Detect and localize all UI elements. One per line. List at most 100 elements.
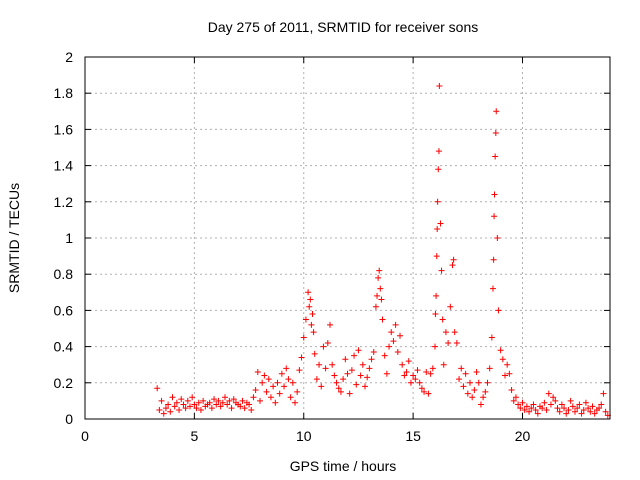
data-point-marker <box>302 316 309 323</box>
data-point-marker <box>374 292 381 299</box>
data-point-marker <box>169 394 176 401</box>
data-point-marker <box>165 401 172 408</box>
x-tick-label: 5 <box>190 428 198 444</box>
data-point-marker <box>208 405 215 412</box>
data-point-marker <box>187 403 193 410</box>
data-point-marker <box>289 379 296 386</box>
data-point-marker <box>508 387 515 394</box>
data-point-marker <box>585 405 592 412</box>
x-tick-label: 20 <box>515 428 531 444</box>
data-point-marker <box>222 394 228 401</box>
data-point-marker <box>171 403 178 410</box>
data-point-marker <box>399 361 406 368</box>
data-point-marker <box>376 267 383 274</box>
data-point-marker <box>418 385 425 392</box>
data-point-marker <box>433 253 440 260</box>
data-point-marker <box>596 405 603 412</box>
data-point-marker <box>410 372 417 379</box>
data-point-marker <box>342 356 349 363</box>
data-point-marker <box>189 394 196 401</box>
data-point-marker <box>494 235 501 241</box>
data-point-marker <box>211 396 218 403</box>
chart-title: Day 275 of 2011, SRMTID for receiver son… <box>208 19 479 35</box>
data-point-marker <box>327 321 333 328</box>
data-point-marker <box>499 356 506 363</box>
data-point-marker <box>392 321 399 328</box>
data-point-marker <box>554 405 561 412</box>
data-point-marker <box>346 390 353 397</box>
data-point-marker <box>480 394 487 401</box>
data-point-marker <box>292 399 298 406</box>
data-point-marker <box>261 372 268 379</box>
data-point-marker <box>449 262 456 269</box>
y-tick-label: 0.2 <box>54 375 74 391</box>
data-point-marker <box>191 401 198 408</box>
data-point-marker <box>333 379 340 386</box>
data-point-marker <box>453 339 460 346</box>
data-point-marker <box>477 401 484 408</box>
data-point-marker <box>305 289 312 296</box>
data-point-marker <box>523 403 530 410</box>
data-point-marker <box>178 396 185 403</box>
data-point-marker <box>489 285 496 292</box>
data-point-marker <box>173 399 180 406</box>
data-point-marker <box>543 406 550 413</box>
data-point-marker <box>401 372 408 379</box>
data-point-marker <box>263 388 270 395</box>
data-point-marker <box>195 399 202 406</box>
data-point-marker <box>439 316 446 323</box>
data-point-marker <box>473 368 480 375</box>
data-markers <box>154 82 611 419</box>
data-point-marker <box>276 390 283 397</box>
data-point-marker <box>600 390 607 397</box>
data-point-marker <box>313 376 320 383</box>
data-point-marker <box>421 388 428 395</box>
data-point-marker <box>241 405 248 412</box>
data-point-marker <box>451 329 458 336</box>
data-point-marker <box>539 405 546 412</box>
data-point-marker <box>311 350 318 357</box>
x-tick-labels: 0 5 10 15 20 <box>81 428 530 444</box>
data-point-marker <box>492 153 499 160</box>
data-point-marker <box>237 403 244 410</box>
data-point-marker <box>456 376 463 383</box>
data-point-marker <box>184 397 191 404</box>
axis-ticks <box>84 56 610 420</box>
y-tick-label: 1.8 <box>54 85 74 101</box>
data-point-marker <box>464 390 471 397</box>
data-point-marker <box>353 381 360 388</box>
data-point-marker <box>432 311 439 318</box>
data-point-marker <box>383 370 390 377</box>
data-point-marker <box>445 339 452 346</box>
data-point-marker <box>197 406 204 413</box>
data-point-marker <box>265 376 272 383</box>
data-point-marker <box>368 356 375 363</box>
data-point-marker <box>486 365 493 372</box>
data-point-marker <box>491 213 498 220</box>
data-point-marker <box>512 394 519 401</box>
data-point-marker <box>394 349 401 356</box>
data-point-marker <box>200 397 207 404</box>
data-point-marker <box>545 390 552 397</box>
data-point-marker <box>467 379 473 386</box>
data-point-marker <box>337 388 344 395</box>
data-point-marker <box>259 379 266 386</box>
data-point-marker <box>274 379 281 386</box>
data-point-marker <box>306 303 313 310</box>
data-point-marker <box>515 401 522 408</box>
data-point-marker <box>493 108 500 115</box>
data-point-marker <box>580 406 587 413</box>
data-point-marker <box>598 401 605 408</box>
data-point-marker <box>528 405 535 412</box>
data-point-marker <box>257 397 263 404</box>
x-tick-label: 10 <box>296 428 312 444</box>
data-point-marker <box>532 406 539 413</box>
data-point-marker <box>491 191 498 198</box>
data-point-marker <box>230 396 237 403</box>
y-tick-label: 0.4 <box>54 339 74 355</box>
data-point-marker <box>437 220 444 227</box>
data-point-marker <box>435 148 442 155</box>
x-axis-label: GPS time / hours <box>290 458 397 474</box>
data-point-marker <box>450 256 457 263</box>
data-point-marker <box>281 383 288 390</box>
